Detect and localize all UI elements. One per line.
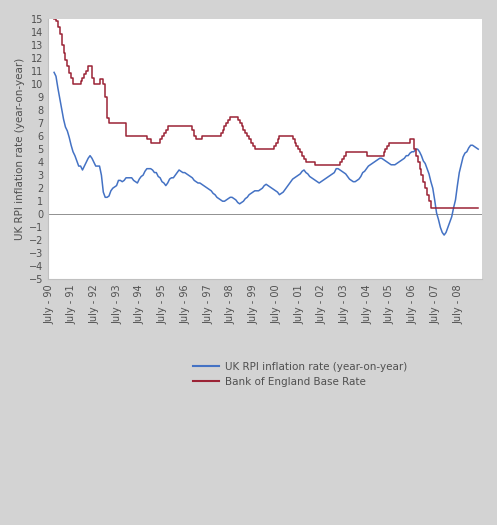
Y-axis label: UK RPI inflation rate (year-on-year): UK RPI inflation rate (year-on-year): [15, 58, 25, 240]
Legend: UK RPI inflation rate (year-on-year), Bank of England Base Rate: UK RPI inflation rate (year-on-year), Ba…: [188, 358, 412, 391]
